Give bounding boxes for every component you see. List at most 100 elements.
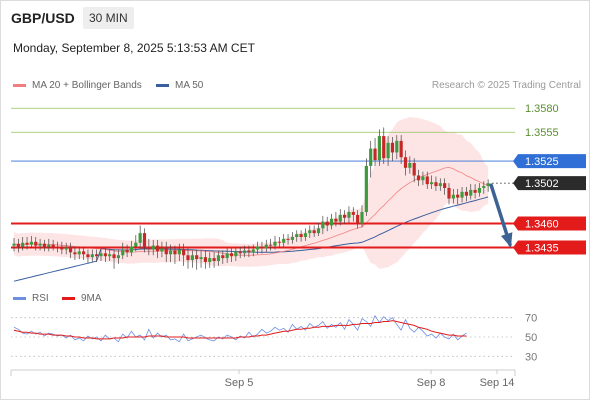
candle-body (129, 246, 134, 253)
candle-body (430, 182, 434, 185)
candle (99, 248, 103, 262)
x-tick-label: Sep 5 (225, 377, 254, 389)
candle (238, 246, 242, 259)
candle-body (434, 182, 438, 187)
legend-ma20: MA 20 + Bollinger Bands (13, 80, 142, 91)
candle-body (482, 186, 486, 188)
candle (251, 244, 255, 257)
candle-body (456, 194, 460, 198)
candle (121, 242, 125, 260)
candle (51, 239, 55, 251)
candle (142, 228, 147, 253)
candle-body (203, 257, 207, 262)
candle (282, 234, 286, 247)
candle (277, 236, 281, 248)
candle (125, 244, 129, 258)
candle-body (282, 238, 286, 243)
candle-body (299, 234, 303, 237)
legend-rsi: RSI (13, 293, 49, 304)
candle-body (277, 241, 281, 243)
candle (108, 249, 112, 262)
candle (343, 210, 347, 224)
candle (260, 241, 264, 254)
candle-body (86, 254, 90, 258)
candle-body (399, 140, 403, 158)
candle-body (460, 191, 464, 198)
candle-body (390, 142, 395, 153)
candle (443, 178, 447, 195)
symbol-title: GBP/USD (11, 10, 75, 26)
candle (416, 169, 421, 187)
candle (86, 249, 90, 263)
candle (334, 212, 338, 227)
candle (90, 249, 94, 262)
candle (425, 171, 429, 189)
candle-body (116, 255, 120, 259)
candle (395, 135, 399, 160)
candle (234, 246, 238, 262)
candle (221, 250, 225, 264)
candle (321, 215, 325, 235)
candle (103, 248, 107, 262)
candle (286, 234, 290, 245)
candle (308, 225, 312, 238)
candle-body (208, 258, 212, 262)
candle (155, 239, 160, 259)
candle (269, 238, 273, 251)
candle (190, 250, 194, 268)
candle (412, 158, 416, 183)
candle-body (377, 136, 381, 161)
level-label-1.3555: 1.3555 (525, 127, 559, 139)
candle (82, 246, 86, 261)
candle (112, 249, 116, 269)
candle-body (60, 247, 64, 250)
candle-body (351, 212, 355, 215)
candle (134, 235, 138, 252)
candle (460, 187, 464, 203)
candle-body (443, 183, 447, 188)
candle-body (373, 148, 377, 161)
candle-body (142, 233, 147, 247)
candle-body (125, 249, 129, 253)
candle-body (386, 142, 390, 159)
candle (208, 252, 212, 268)
candle-body (212, 258, 216, 262)
rsi-line (13, 314, 467, 343)
candle (312, 225, 316, 237)
candle-body (138, 233, 142, 243)
candle-body (360, 212, 364, 224)
candle-body (325, 221, 329, 226)
timeframe-button[interactable]: 30 MIN (83, 7, 134, 29)
candle-body (395, 140, 399, 153)
candle-body (68, 247, 73, 253)
candle-body (199, 257, 203, 260)
candle-body (260, 246, 264, 249)
candle (229, 248, 234, 262)
candle-body (247, 250, 251, 253)
candle-body (216, 255, 221, 262)
candle-body (408, 162, 412, 168)
candle-body (438, 183, 442, 187)
candle (212, 252, 216, 268)
candle-body (477, 187, 482, 193)
candle-body (403, 157, 408, 168)
candle (12, 237, 16, 252)
candle-body (173, 250, 177, 255)
candle-body (356, 214, 360, 224)
candle (386, 136, 390, 166)
candle-body (51, 244, 55, 247)
candle-body (164, 248, 168, 255)
x-tick-label: Sep 14 (480, 377, 515, 389)
candle (408, 156, 412, 174)
candle (364, 158, 368, 216)
candle-body (425, 176, 429, 185)
candle-body (295, 234, 299, 237)
candle-body (334, 218, 338, 222)
candle-body (12, 243, 16, 246)
candle (482, 181, 486, 194)
candle (203, 250, 207, 269)
rsi-tick-70: 70 (525, 313, 537, 325)
candle-body (160, 248, 164, 252)
candle-body (312, 230, 316, 234)
